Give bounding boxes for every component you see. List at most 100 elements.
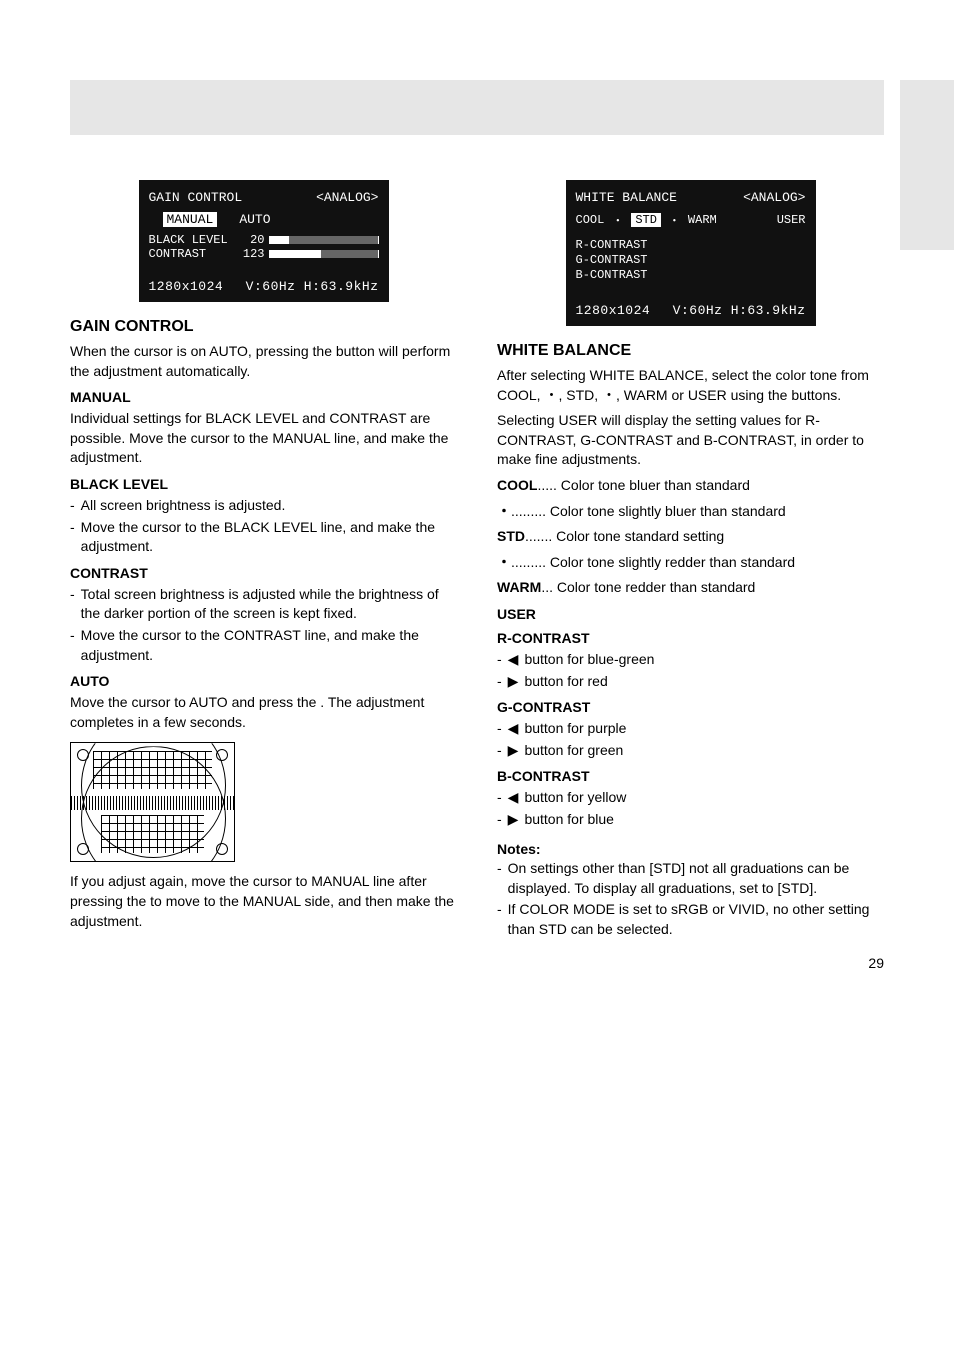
arrow-right-icon: ▶ <box>508 672 519 692</box>
gain-osd-tabs: MANUAL AUTO <box>149 206 379 233</box>
wb-dot1-label: ・ <box>497 503 511 519</box>
wb-opt-warm[interactable]: WARM <box>688 213 717 227</box>
note-2-text: If COLOR MODE is set to sRGB or VIVID, n… <box>508 900 884 939</box>
right-column: WHITE BALANCE <ANALOG> COOL ・ STD ・ WARM… <box>497 170 884 941</box>
dash-icon: - <box>497 859 502 898</box>
notes-block: Notes: - On settings other than [STD] no… <box>497 840 884 940</box>
bl-bullet-1: - All screen brightness is adjusted. <box>70 496 457 516</box>
note-1: - On settings other than [STD] not all g… <box>497 859 884 898</box>
wb-contrast-list: R-CONTRAST G-CONTRAST B-CONTRAST <box>576 234 806 285</box>
dot-icon: ・ <box>612 212 623 228</box>
wb-std-line: STD....... Color tone standard setting <box>497 527 884 547</box>
gain-paragraph: When the cursor is on AUTO, pressing the… <box>70 342 457 381</box>
gain-ct-value: 123 <box>239 247 269 261</box>
gain-bl-label: BLACK LEVEL <box>149 233 239 247</box>
arrow-right-icon: ▶ <box>508 741 519 761</box>
wb-g-contrast: G-CONTRAST <box>576 253 806 268</box>
wb-status-row: 1280x1024 V:60Hz H:63.9kHz <box>576 285 806 318</box>
left-column: GAIN CONTROL <ANALOG> MANUAL AUTO BLACK … <box>70 170 457 941</box>
g-contrast-left-text: button for purple <box>524 719 626 739</box>
wb-opt-user[interactable]: USER <box>777 213 806 227</box>
wb-warm-text: ... Color tone redder than standard <box>541 579 755 595</box>
ct-bullet-2: - Move the cursor to the CONTRAST line, … <box>70 626 457 665</box>
r-contrast-right: - ▶ button for red <box>497 672 884 692</box>
dash-icon: - <box>497 810 502 830</box>
gain-osd-title-row: GAIN CONTROL <ANALOG> <box>149 188 379 206</box>
black-level-heading: BLACK LEVEL <box>70 476 457 492</box>
dot-icon: ・ <box>669 212 680 228</box>
b-contrast-heading: B-CONTRAST <box>497 768 884 784</box>
gain-paragraph-text: When the cursor is on AUTO, pressing the… <box>70 343 450 379</box>
wb-status-freq: V:60Hz H:63.9kHz <box>673 303 806 318</box>
auto-p2: If you adjust again, move the cursor to … <box>70 872 457 931</box>
page-number: 29 <box>868 955 884 971</box>
ct-bullet-1: - Total screen brightness is adjusted wh… <box>70 585 457 624</box>
wb-opt-std[interactable]: STD <box>631 213 661 227</box>
wb-dot2-text: ......... Color tone slightly redder tha… <box>511 554 795 570</box>
gain-osd-title: GAIN CONTROL <box>149 190 243 205</box>
auto-heading: AUTO <box>70 673 457 689</box>
wb-std-label: STD <box>497 528 525 544</box>
gain-bl-bar[interactable] <box>269 236 379 244</box>
page: 29 GAIN CONTROL <ANALOG> MANUAL AUTO BLA… <box>0 0 954 1001</box>
note-1-text: On settings other than [STD] not all gra… <box>508 859 884 898</box>
dash-icon: - <box>70 626 75 665</box>
gain-bl-value: 20 <box>239 233 269 247</box>
wb-p2: Selecting USER will display the setting … <box>497 411 884 470</box>
wb-warm-line: WARM... Color tone redder than standard <box>497 578 884 598</box>
gain-ct-bar-fill <box>270 250 322 258</box>
ct-bullet-1-text: Total screen brightness is adjusted whil… <box>81 585 457 624</box>
b-contrast-right-text: button for blue <box>524 810 614 830</box>
gain-osd-mode: <ANALOG> <box>316 190 378 205</box>
manual-heading: MANUAL <box>70 389 457 405</box>
wb-p1: After selecting WHITE BALANCE, select th… <box>497 366 884 405</box>
wb-std-text: ....... Color tone standard setting <box>525 528 724 544</box>
g-contrast-right: - ▶ button for green <box>497 741 884 761</box>
bl-bullet-2-text: Move the cursor to the BLACK LEVEL line,… <box>81 518 457 557</box>
contrast-heading: CONTRAST <box>70 565 457 581</box>
g-contrast-heading: G-CONTRAST <box>497 699 884 715</box>
gain-tab-auto[interactable]: AUTO <box>239 212 270 227</box>
test-card-illustration <box>70 742 235 862</box>
gain-contrast-row: CONTRAST 123 <box>149 247 379 261</box>
wb-status-res: 1280x1024 <box>576 303 651 318</box>
wb-osd-mode: <ANALOG> <box>743 190 805 205</box>
dash-icon: - <box>497 650 502 670</box>
arrow-right-icon: ▶ <box>508 810 519 830</box>
header-strip <box>70 80 884 135</box>
wb-dot2-line: ・......... Color tone slightly redder th… <box>497 553 884 573</box>
wb-dot1-line: ・......... Color tone slightly bluer tha… <box>497 502 884 522</box>
gain-tab-manual[interactable]: MANUAL <box>163 212 218 227</box>
test-card-arc-bottom <box>81 746 226 891</box>
b-contrast-left-text: button for yellow <box>524 788 626 808</box>
b-contrast-left: - ◀ button for yellow <box>497 788 884 808</box>
manual-paragraph: Individual settings for BLACK LEVEL and … <box>70 409 457 468</box>
gain-status-res: 1280x1024 <box>149 279 224 294</box>
gain-ct-bar[interactable] <box>269 250 379 258</box>
arrow-left-icon: ◀ <box>508 719 519 739</box>
dash-icon: - <box>497 788 502 808</box>
test-card-corner-br <box>216 843 228 855</box>
gain-bl-bar-fill <box>270 236 289 244</box>
r-contrast-left: - ◀ button for blue-green <box>497 650 884 670</box>
notes-heading: Notes: <box>497 840 884 860</box>
wb-cool-text: ..... Color tone bluer than standard <box>537 477 749 493</box>
gain-status-freq: V:60Hz H:63.9kHz <box>246 279 379 294</box>
gain-ct-label: CONTRAST <box>149 247 239 261</box>
arrow-left-icon: ◀ <box>508 650 519 670</box>
wb-cool-label: COOL <box>497 477 537 493</box>
wb-opt-cool[interactable]: COOL <box>576 213 605 227</box>
wb-osd-title: WHITE BALANCE <box>576 190 677 205</box>
r-contrast-right-text: button for red <box>524 672 607 692</box>
gain-black-level-row: BLACK LEVEL 20 <box>149 233 379 247</box>
bl-bullet-2: - Move the cursor to the BLACK LEVEL lin… <box>70 518 457 557</box>
test-card-corner-tr <box>216 749 228 761</box>
g-contrast-right-text: button for green <box>524 741 623 761</box>
wb-options-row: COOL ・ STD ・ WARM USER <box>576 206 806 234</box>
gain-heading: GAIN CONTROL <box>70 318 457 336</box>
dash-icon: - <box>70 496 75 516</box>
gain-osd-panel: GAIN CONTROL <ANALOG> MANUAL AUTO BLACK … <box>139 180 389 302</box>
wb-b-contrast: B-CONTRAST <box>576 268 806 283</box>
r-contrast-left-text: button for blue-green <box>524 650 654 670</box>
dash-icon: - <box>497 672 502 692</box>
